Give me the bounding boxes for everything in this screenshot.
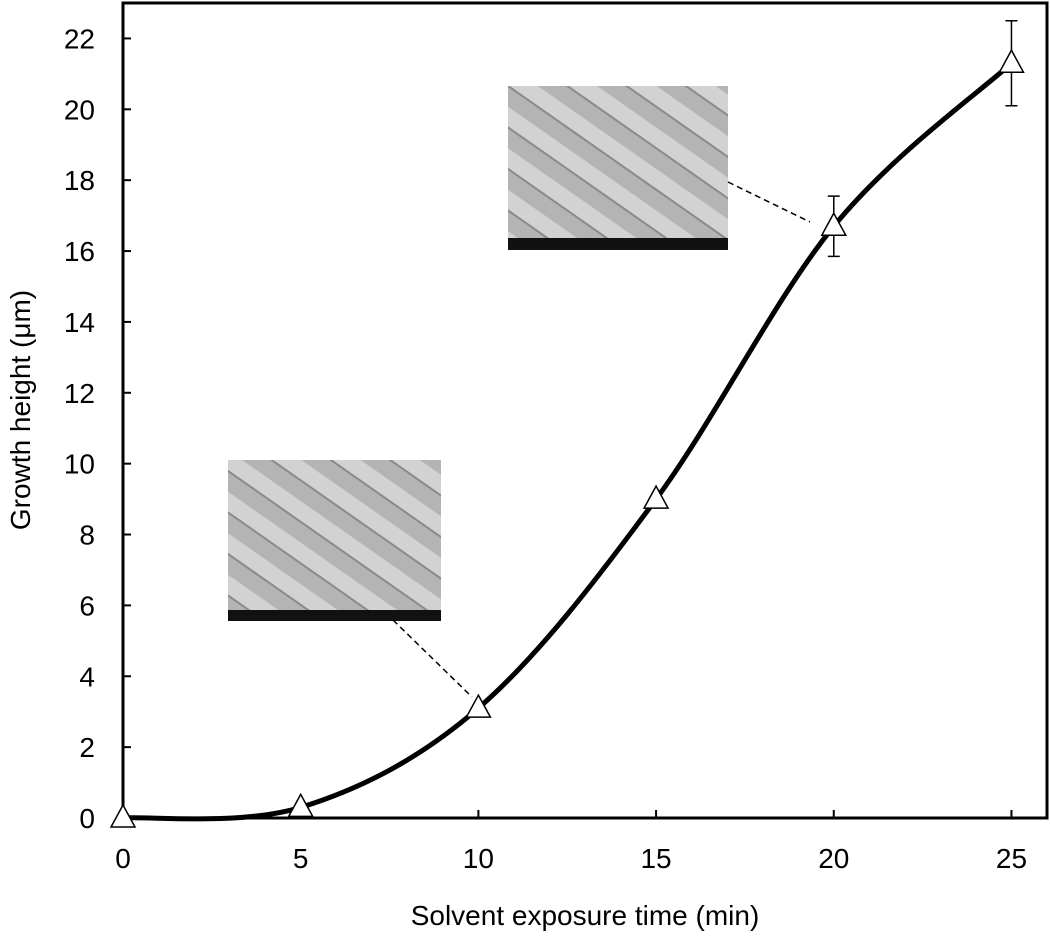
data-point — [820, 211, 848, 236]
y-tick-label: 4 — [79, 661, 95, 692]
data-point — [287, 792, 314, 818]
x-tick-label: 5 — [293, 843, 309, 874]
data-point — [465, 693, 492, 718]
data-point — [109, 803, 137, 828]
x-tick-label: 10 — [463, 843, 494, 874]
sem-inset — [508, 86, 728, 250]
x-tick-label: 20 — [818, 843, 849, 874]
x-tick-label: 25 — [996, 843, 1027, 874]
y-tick-label: 2 — [79, 732, 95, 763]
plot-frame — [121, 1, 1049, 820]
y-tick-label: 10 — [64, 449, 95, 480]
x-axis-label: Solvent exposure time (min) — [411, 900, 760, 931]
data-point — [998, 48, 1025, 73]
x-tick-label: 15 — [640, 843, 671, 874]
y-tick-label: 18 — [64, 165, 95, 196]
y-tick-label: 8 — [79, 520, 95, 551]
sem-inset — [228, 460, 441, 621]
y-axis-label: Growth height (μm) — [5, 290, 36, 530]
x-tick-label: 0 — [115, 843, 131, 874]
y-tick-label: 20 — [64, 94, 95, 125]
y-tick-label: 6 — [79, 590, 95, 621]
data-point — [642, 484, 670, 509]
y-tick-label: 0 — [79, 803, 95, 834]
leader-line — [727, 181, 811, 223]
y-tick-label: 16 — [64, 236, 95, 267]
y-tick-label: 12 — [64, 378, 95, 409]
y-tick-label: 22 — [64, 23, 95, 54]
y-tick-label: 14 — [64, 307, 95, 338]
leader-line — [392, 619, 473, 698]
